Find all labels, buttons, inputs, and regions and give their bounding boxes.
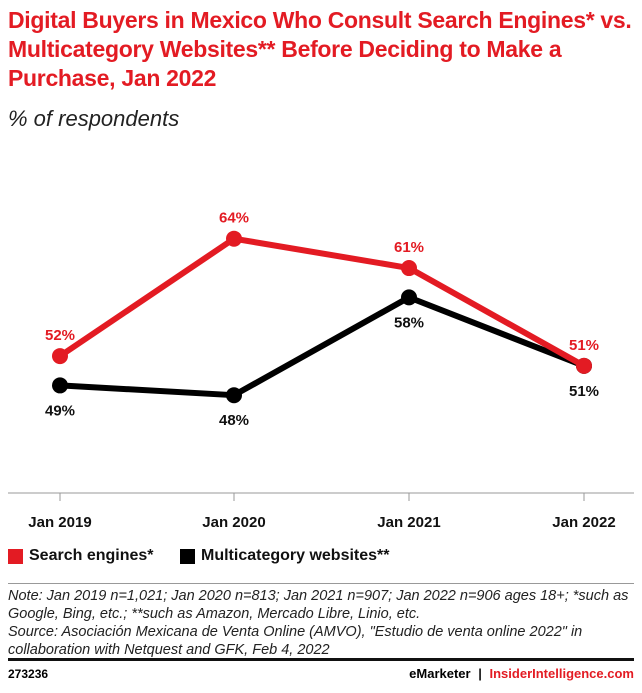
data-label: 52% bbox=[45, 327, 75, 344]
data-point bbox=[576, 357, 592, 374]
brand-separator: | bbox=[478, 666, 482, 681]
x-tick-label: Jan 2021 bbox=[377, 514, 440, 531]
data-point bbox=[226, 230, 242, 247]
data-point bbox=[226, 387, 242, 404]
x-tick-label: Jan 2019 bbox=[28, 514, 91, 531]
data-label: 51% bbox=[569, 383, 599, 400]
source-text: Source: Asociación Mexicana de Venta Onl… bbox=[8, 624, 583, 658]
legend-multicategory: Multicategory websites** bbox=[180, 547, 390, 565]
note-text: Note: Jan 2019 n=1,021; Jan 2020 n=813; … bbox=[8, 588, 629, 622]
legend-swatch-red bbox=[8, 548, 23, 564]
data-label: 58% bbox=[394, 314, 424, 331]
brand-insider[interactable]: InsiderIntelligence.com bbox=[489, 666, 635, 681]
chart-subtitle: % of respondents bbox=[8, 106, 180, 131]
x-tick-label: Jan 2020 bbox=[202, 514, 265, 531]
x-tick-label: Jan 2022 bbox=[552, 514, 615, 531]
chart-id: 273236 bbox=[8, 667, 49, 681]
data-point bbox=[52, 377, 68, 394]
data-label: 61% bbox=[394, 239, 424, 256]
brand: eMarketer | InsiderIntelligence.com bbox=[409, 666, 634, 681]
legend-search-engines: Search engines* bbox=[8, 547, 154, 565]
brand-emarketer: eMarketer bbox=[409, 666, 471, 681]
legend-swatch-black bbox=[180, 548, 195, 564]
series-line-1 bbox=[59, 294, 586, 399]
divider bbox=[8, 583, 634, 584]
data-label: 49% bbox=[45, 402, 75, 419]
legend-label: Multicategory websites** bbox=[201, 547, 390, 564]
data-label: 64% bbox=[219, 210, 249, 227]
chart-title: Digital Buyers in Mexico Who Consult Sea… bbox=[8, 7, 632, 91]
data-point bbox=[401, 289, 417, 306]
data-point bbox=[52, 348, 68, 365]
line-chart: Jan 2019 Jan 2020 Jan 2021 Jan 2022 49% 48% 58… bbox=[8, 210, 634, 531]
data-point bbox=[401, 260, 417, 277]
data-label: 51% bbox=[569, 337, 599, 354]
series-line-0 bbox=[58, 235, 586, 369]
data-label: 48% bbox=[219, 412, 249, 429]
footnote: Note: Jan 2019 n=1,021; Jan 2020 n=813; … bbox=[8, 587, 638, 659]
legend-label: Search engines* bbox=[29, 547, 154, 564]
divider bbox=[8, 658, 634, 661]
